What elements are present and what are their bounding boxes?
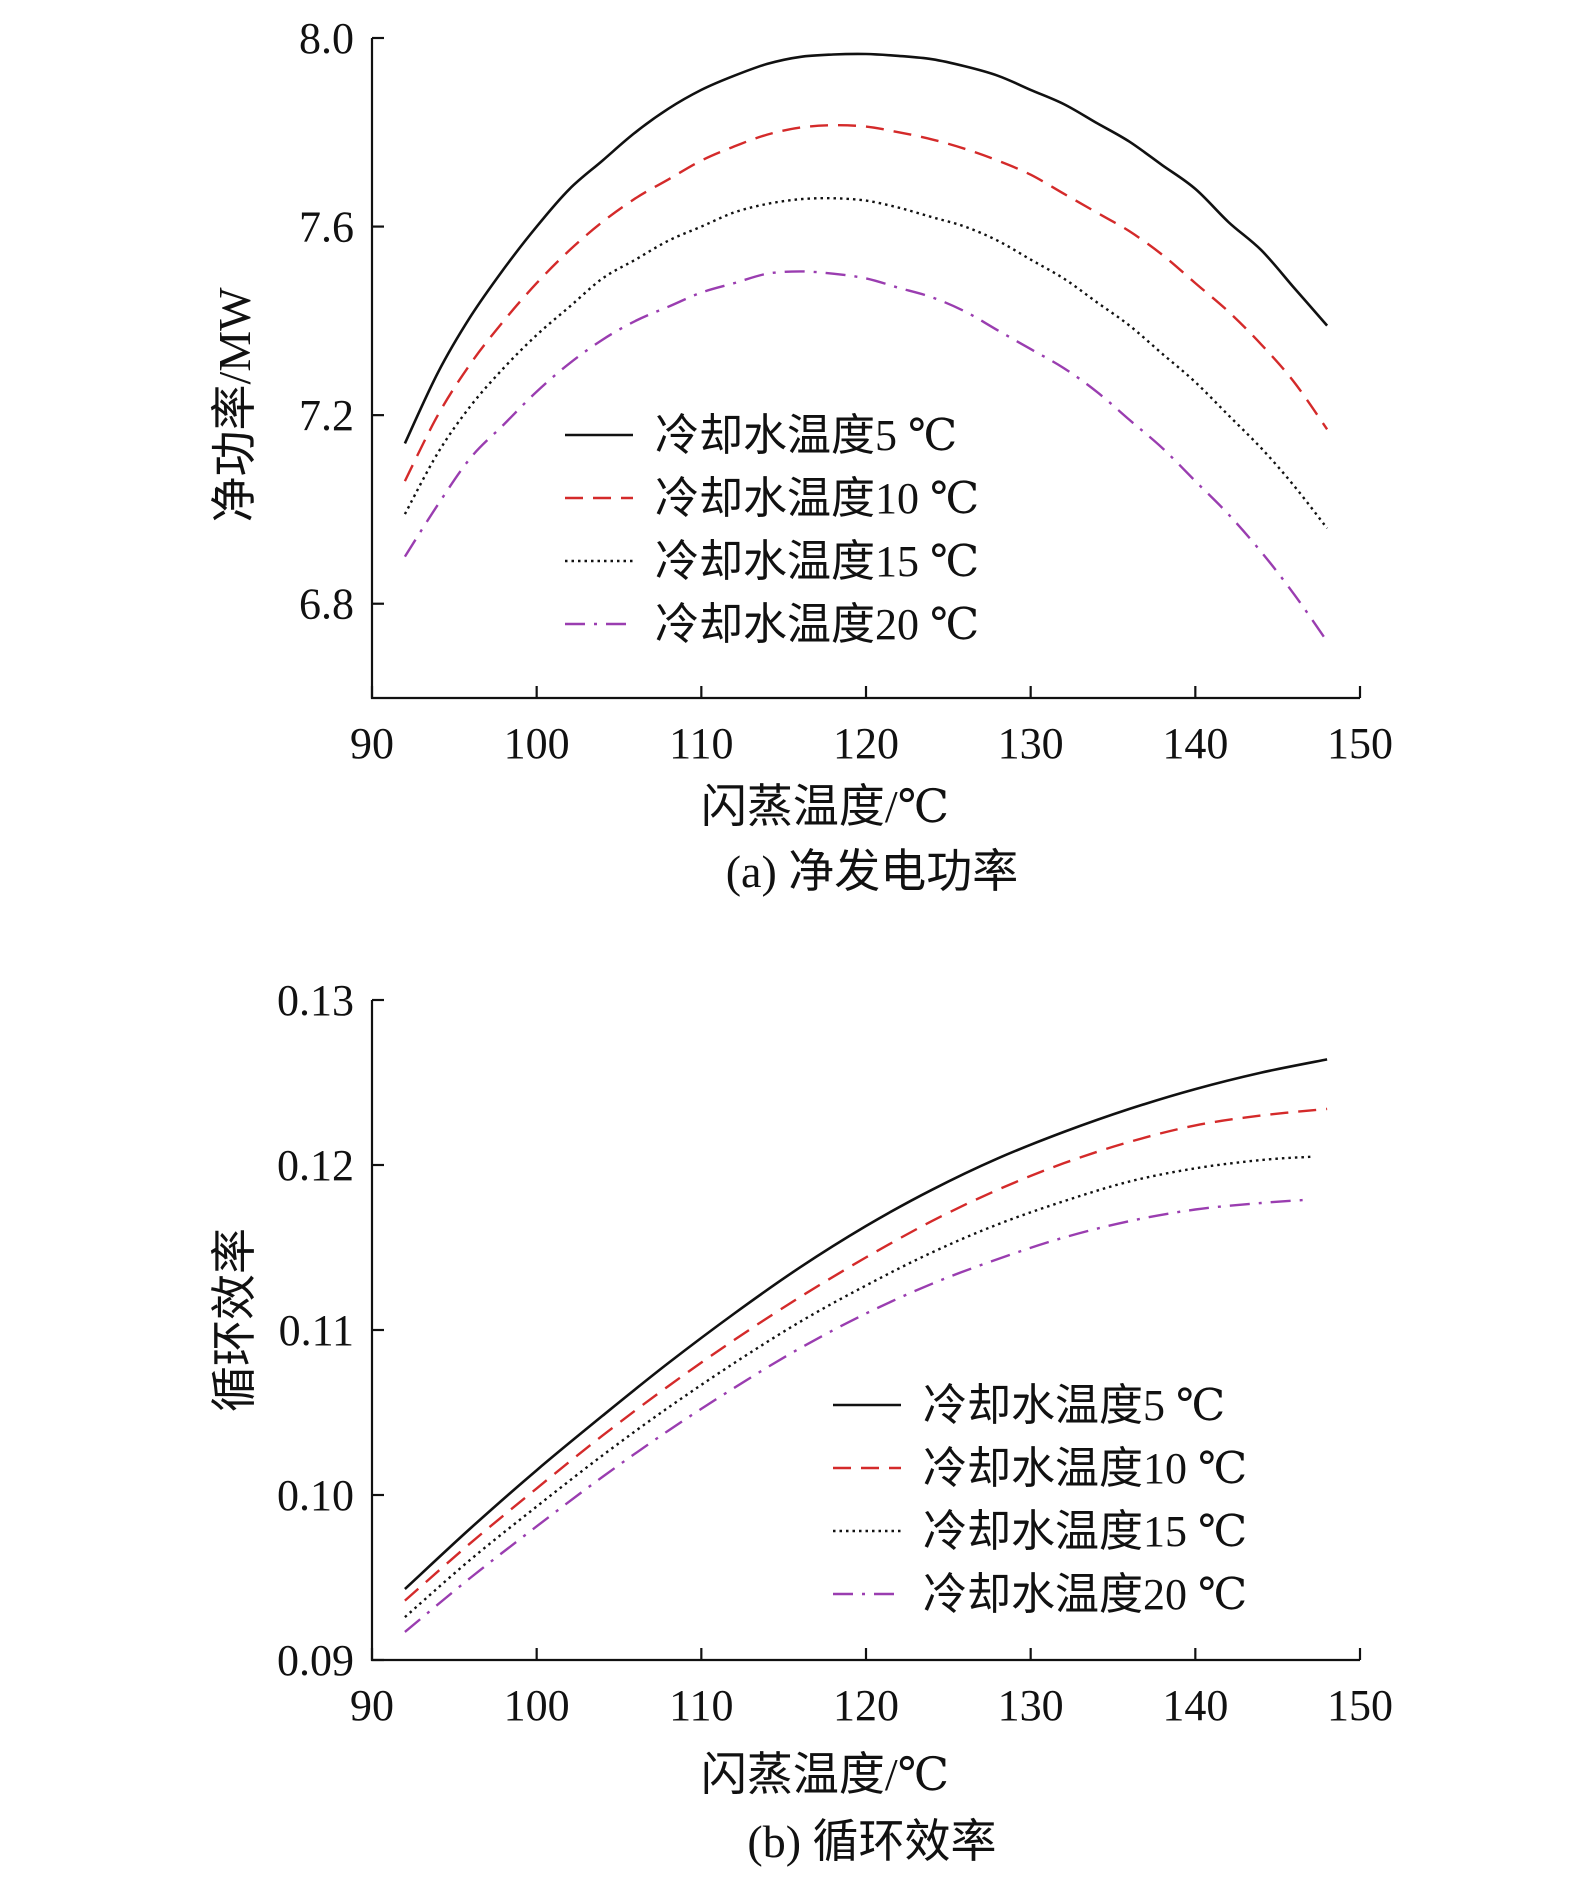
legend-cycle-efficiency: 冷却水温度5 ℃ 冷却水温度10 ℃ 冷却水温度15 ℃ 冷却水温度20 ℃ [833,1381,1247,1619]
axes-frame-cycle-efficiency [370,1000,1360,1662]
series-line-net-power-2 [403,196,1329,530]
legend-label-net-power-0: 冷却水温度5 ℃ [655,411,957,460]
x-tick-label-net-power-0: 90 [350,719,394,768]
series-line-cycle-efficiency-3 [404,1198,1311,1633]
legend-label-cycle-efficiency-1: 冷却水温度10 ℃ [923,1444,1247,1493]
panel-net-power: 6.8 7.2 7.6 8.0 90 100 110 120 130 140 150 净功率/MW… [209,14,1393,897]
x-tick-label-cycle-efficiency-4: 130 [998,1681,1064,1730]
y-axis-label-cycle-efficiency: 循环效率 [209,1228,260,1412]
legend-label-net-power-3: 冷却水温度20 ℃ [655,600,979,649]
y-tick-label-cycle-efficiency-4: 0.13 [277,976,354,1025]
series-line-cycle-efficiency-1 [404,1107,1328,1602]
y-ticks-net-power: 6.8 7.2 7.6 8.0 [299,14,384,629]
y-tick-label-cycle-efficiency-3: 0.12 [277,1141,354,1190]
x-tick-label-cycle-efficiency-1: 100 [504,1681,570,1730]
series-line-net-power-0 [403,52,1329,444]
x-tick-label-net-power-4: 130 [998,719,1064,768]
caption-cycle-efficiency: (b) 循环效率 [747,1816,996,1867]
caption-net-power: (a) 净发电功率 [726,846,1019,897]
x-tick-label-cycle-efficiency-5: 140 [1162,1681,1228,1730]
x-axis-label-cycle-efficiency: 闪蒸温度/℃ [701,1749,949,1800]
y-tick-label-cycle-efficiency-0: 0.09 [277,1636,354,1685]
x-tick-label-net-power-3: 120 [833,719,899,768]
legend-label-cycle-efficiency-3: 冷却水温度20 ℃ [923,1570,1247,1619]
legend-label-cycle-efficiency-2: 冷却水温度15 ℃ [923,1507,1247,1556]
x-tick-label-cycle-efficiency-0: 90 [350,1681,394,1730]
series-line-cycle-efficiency-0 [404,1058,1328,1590]
x-tick-label-net-power-2: 110 [669,719,733,768]
legend-label-cycle-efficiency-0: 冷却水温度5 ℃ [923,1381,1225,1430]
y-tick-label-net-power-2: 7.6 [299,203,354,252]
x-tick-label-net-power-5: 140 [1162,719,1228,768]
y-tick-label-net-power-0: 6.8 [299,580,354,629]
legend-net-power: 冷却水温度5 ℃ 冷却水温度10 ℃ 冷却水温度15 ℃ 冷却水温度20 ℃ [565,411,979,649]
x-ticks-net-power: 90 100 110 120 130 140 150 [350,686,1393,768]
x-tick-label-cycle-efficiency-6: 150 [1327,1681,1393,1730]
panel-cycle-efficiency: 0.09 0.10 0.11 0.12 0.13 90 100 110 120 130 140 15… [209,976,1393,1867]
y-ticks-cycle-efficiency: 0.09 0.10 0.11 0.12 0.13 [277,976,384,1685]
x-tick-label-net-power-1: 100 [504,719,570,768]
axes-frame-net-power [370,38,1360,700]
x-axis-label-net-power: 闪蒸温度/℃ [701,781,949,832]
plot-area-cycle-efficiency [404,1058,1328,1633]
x-tick-label-cycle-efficiency-2: 110 [669,1681,733,1730]
y-axis-label-net-power: 净功率/MW [209,287,260,523]
y-tick-label-cycle-efficiency-2: 0.11 [279,1306,354,1355]
y-tick-label-net-power-1: 7.2 [299,391,354,440]
legend-label-net-power-1: 冷却水温度10 ℃ [655,474,979,523]
plot-area-net-power [403,52,1329,643]
series-line-net-power-1 [403,123,1329,482]
legend-label-net-power-2: 冷却水温度15 ℃ [655,537,979,586]
y-tick-label-net-power-3: 8.0 [299,14,354,63]
y-tick-label-cycle-efficiency-1: 0.10 [277,1471,354,1520]
x-tick-label-net-power-6: 150 [1327,719,1393,768]
x-tick-label-cycle-efficiency-3: 120 [833,1681,899,1730]
series-line-net-power-3 [403,270,1329,643]
x-ticks-cycle-efficiency: 90 100 110 120 130 140 150 [350,1648,1393,1730]
